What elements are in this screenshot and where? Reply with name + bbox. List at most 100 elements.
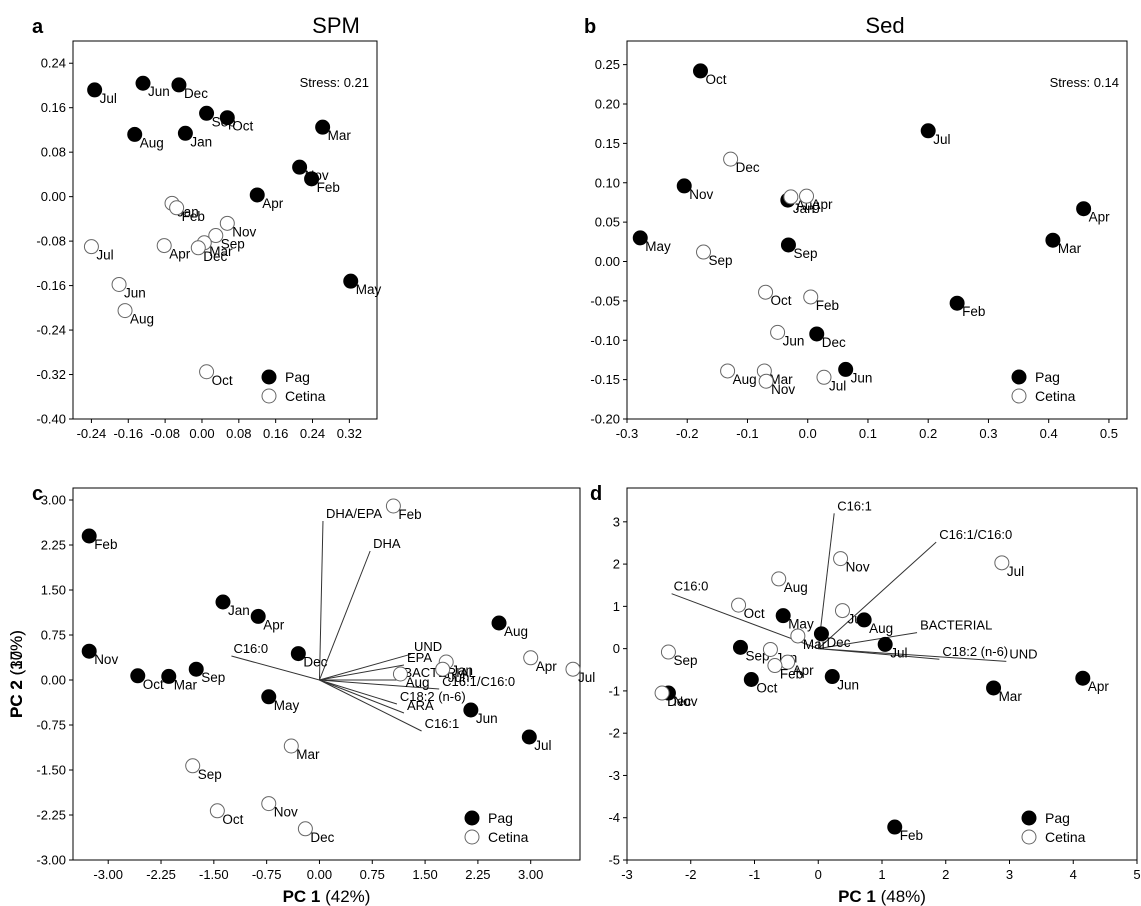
cetina-point [660,644,676,660]
y-tick-label: -5 [608,853,620,868]
vector-label: ARA [407,698,434,713]
x-tick-label: 2 [942,867,949,882]
y-tick-label: -0.16 [36,278,66,293]
pag-point [81,643,97,659]
point-label: Mar [803,637,827,652]
point-label: Sep [709,253,733,268]
cetina-point [696,244,712,260]
y-tick-label: 1 [613,599,620,614]
vector-label: C16:0 [233,641,268,656]
loading-vector [318,550,371,681]
cetina-point [723,151,739,167]
cetina-point [117,303,133,319]
cetina-point [283,738,299,754]
point-label: Aug [869,621,893,636]
point-label: Mar [1058,241,1082,256]
y-tick-label: -0.40 [36,412,66,427]
loading-vector [319,679,398,705]
pag-point [463,702,479,718]
legend-label: Pag [488,810,513,826]
pag-point [743,671,759,687]
point-label: Jul [96,248,113,263]
cetina-point [392,666,408,682]
vector-label: C16:1/C16:0 [939,527,1012,542]
vector-label: UND [1009,646,1037,661]
y-tick-label: -1 [608,683,620,698]
y-tick-label: -0.20 [590,412,620,427]
vector-label: C16:1 [837,498,872,513]
x-tick-label: 4 [1070,867,1077,882]
y-axis-label: PC 2 (30%) [7,630,26,718]
loading-vector [319,664,405,681]
pag-point [775,608,791,624]
point-label: Aug [733,372,757,387]
cetina-point [111,276,127,292]
pag-point [219,110,235,126]
point-label: Jan [451,663,473,678]
loading-vector [319,653,412,681]
point-label: Oct [212,373,233,388]
point-label: Sep [198,767,222,782]
pag-point [1075,670,1091,686]
x-tick-label: 0.1 [859,426,877,441]
pag-point [813,626,829,642]
loading-vector [231,655,320,681]
panel-title: SPM [312,13,360,38]
cetina-point [208,228,224,244]
x-tick-label: -3.00 [93,867,123,882]
point-label: Apr [536,659,558,674]
cetina-point [720,363,736,379]
point-label: Dec [822,335,846,350]
point-label: Oct [756,680,777,695]
pag-point [171,77,187,93]
pag-legend-marker [1011,369,1027,385]
point-label: Apr [263,617,285,632]
point-label: May [356,282,382,297]
x-tick-label: 0.00 [307,867,332,882]
x-tick-label: 0.4 [1040,426,1058,441]
vector-label: C18:2 (n-6) [942,644,1008,659]
vector-label: C18:2 (n-6) [400,689,466,704]
x-tick-label: -1 [749,867,761,882]
point-label: Apr [812,197,834,212]
point-label: Sep [201,670,225,685]
x-tick-label: 3 [1006,867,1013,882]
cetina-point [799,188,815,204]
y-tick-label: -0.15 [590,372,620,387]
loading-vector [817,541,937,650]
x-axis-label-rest: (48%) [876,887,926,906]
point-label: Dec [303,655,327,670]
x-tick-label: -2.25 [146,867,176,882]
y-tick-label: 0.20 [595,97,620,112]
pag-point [732,639,748,655]
point-label: Feb [900,828,923,843]
point-label: Jul [534,738,551,753]
pag-point [809,326,825,342]
vector-label: BACTERIAL [920,618,992,633]
point-label: Mar [209,244,233,259]
point-label: Jan [228,603,250,618]
x-tick-label: -0.1 [736,426,758,441]
point-label: Jun [837,678,859,693]
point-label: Feb [780,667,803,682]
point-label: Jul [578,670,595,685]
y-tick-label: 2 [613,557,620,572]
panel-letter: b [584,16,596,38]
cetina-legend-marker [464,829,480,845]
x-tick-label: 0.2 [919,426,937,441]
point-label: Feb [182,209,205,224]
x-tick-label: 0.75 [360,867,385,882]
legend-label: Pag [285,369,310,385]
point-label: Nov [771,382,795,397]
cetina-point [261,796,277,812]
y-tick-label: 0.00 [595,254,620,269]
point-label: Dec [184,86,208,101]
legend-label: Cetina [285,388,326,404]
pag-point [856,612,872,628]
y-tick-label: -4 [608,810,620,825]
pag-point [315,119,331,135]
cetina-point [758,284,774,300]
pag-point [824,669,840,685]
